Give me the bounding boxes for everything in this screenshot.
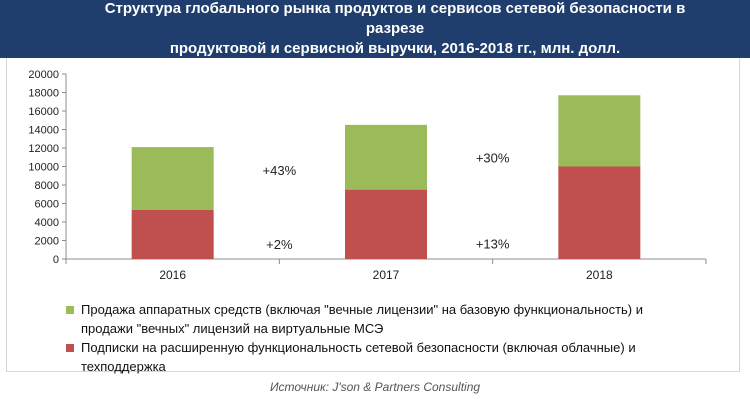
y-axis: 0 2000 4000 6000 8000 10000 12000 14000 16000 180…: [28, 69, 67, 266]
legend-swatch-hardware: [66, 306, 74, 314]
growth-annotation: +2%: [266, 237, 293, 252]
y-tick-label: 18000: [28, 88, 59, 100]
legend-label-hardware-line-1: Продажа аппаратных средств (включая "веч…: [81, 302, 643, 317]
chart-frame: [6, 58, 740, 372]
source-note: Источник: J'son & Partners Consulting: [269, 380, 481, 394]
y-tick-label: 4000: [35, 217, 59, 229]
legend-label-hardware: Продажа аппаратных средств (включая "веч…: [81, 300, 643, 338]
y-tick-label: 12000: [28, 143, 59, 155]
y-tick-label: 2000: [35, 236, 59, 248]
legend-label-hardware-line-2: продажи "вечных" лицензий на виртуальные…: [81, 321, 384, 336]
chart-title-line-2: продуктовой и сервисной выручки, 2016-20…: [169, 40, 621, 57]
y-tick-label: 0: [53, 254, 59, 266]
legend-label-subscriptions-line-1: Подписки на расширенную функциональность…: [81, 340, 636, 355]
bar-segment-subscriptions: [131, 209, 214, 259]
legend-label-subscriptions-line-2: техподдержка: [81, 359, 166, 374]
y-tick-label: 20000: [28, 69, 59, 81]
stacked-bar-chart: 0 2000 4000 6000 8000 10000 12000 14000 16000 180…: [28, 69, 707, 282]
legend: Продажа аппаратных средств (включая "веч…: [66, 300, 706, 376]
bars: [131, 95, 641, 259]
chart-title-banner: Структура глобального рынка продуктов и …: [0, 0, 750, 58]
x-tick-label: 2017: [373, 268, 400, 282]
x-tick-label: 2018: [586, 268, 613, 282]
x-tick-label: 2016: [159, 268, 186, 282]
legend-item-subscriptions: Подписки на расширенную функциональность…: [66, 338, 706, 376]
growth-annotation: +13%: [476, 236, 510, 251]
y-tick-label: 8000: [35, 180, 59, 192]
chart-title: Структура глобального рынка продуктов и …: [35, 0, 715, 59]
legend-swatch-subscriptions: [66, 344, 74, 352]
annotations: +43% +2% +30% +13%: [263, 150, 510, 252]
legend-item-hardware: Продажа аппаратных средств (включая "веч…: [66, 300, 706, 338]
y-tick-label: 10000: [28, 162, 59, 174]
growth-annotation: +30%: [476, 150, 510, 165]
bar-segment-hardware: [558, 95, 641, 167]
x-axis: 2016 2017 2018: [65, 258, 707, 282]
y-tick-label: 14000: [28, 125, 59, 137]
bar-segment-hardware: [131, 147, 214, 210]
y-tick-label: 6000: [35, 199, 59, 211]
y-tick-label: 16000: [28, 106, 59, 118]
growth-annotation: +43%: [263, 163, 297, 178]
bar-segment-subscriptions: [345, 189, 427, 259]
bar-segment-subscriptions: [558, 166, 641, 259]
legend-label-subscriptions: Подписки на расширенную функциональность…: [81, 338, 636, 376]
chart-title-line-1: Структура глобального рынка продуктов и …: [104, 0, 686, 37]
bar-segment-hardware: [345, 124, 427, 190]
